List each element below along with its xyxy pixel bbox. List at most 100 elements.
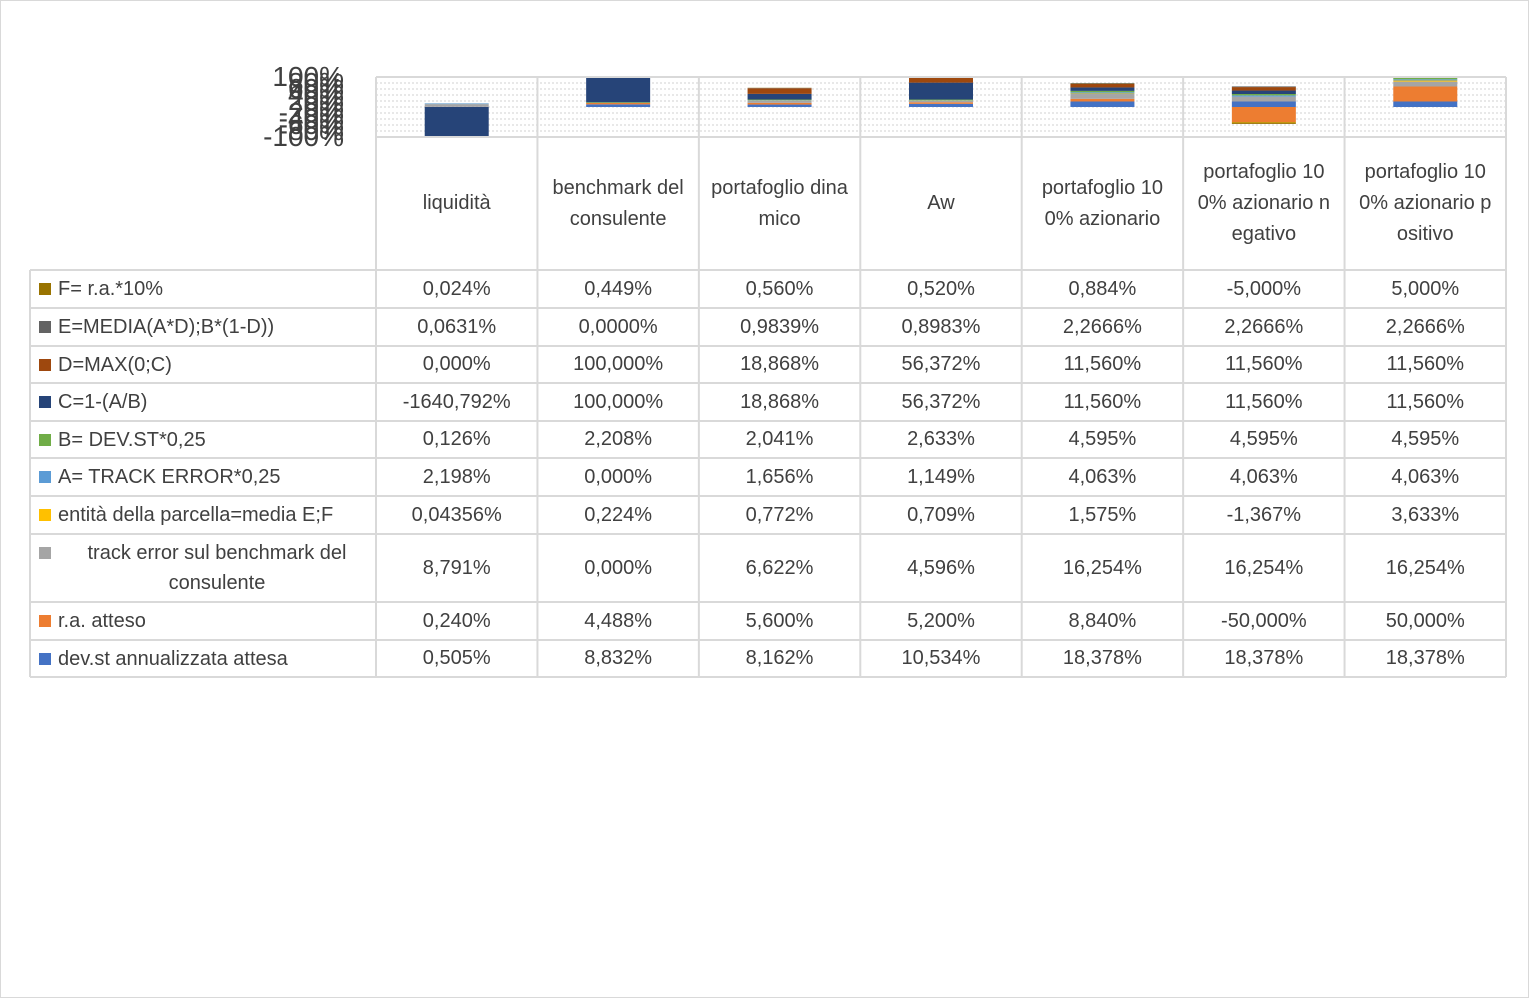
bar-segment [1070,90,1135,93]
data-table-value: 0,000% [584,465,653,488]
category-label: Aw [927,192,955,214]
data-table-value: 11,560% [1225,353,1303,375]
data-table-value: 100,000% [573,353,664,375]
data-table-value: 11,560% [1225,390,1303,413]
data-table-value: 1,656% [745,465,814,488]
legend-entry: dev.st annualizzata attesa [30,640,376,677]
legend-entry: E=MEDIA(A*D);B*(1-D)) [30,308,376,346]
legend-label: B= DEV.ST*0,25 [58,428,206,451]
bar-segment [909,99,973,101]
data-table-value: 10,534% [901,647,981,669]
y-tick-label: -100% [263,121,344,152]
bar-segment [1070,98,1135,102]
legend-label: D=MAX(0;C) [58,353,172,376]
y-tick-label: 40% [287,79,344,110]
data-table-value: 18,868% [740,390,820,413]
category-label: portafoglio dinamico [711,176,848,230]
data-table-value: 0,520% [907,277,975,300]
data-table-value: 4,595% [1068,428,1137,450]
legend-swatch [39,321,51,333]
bar-segment [909,103,973,107]
data-table-value: 1,149% [907,465,975,488]
bar-segment [1231,107,1296,122]
data-table-value: 0,0000% [578,315,658,338]
bar-segment [1070,87,1135,91]
data-table-value: 11,560% [1063,353,1142,375]
bar-segment [1393,101,1458,107]
data-table-value: 11,560% [1386,390,1465,413]
data-table-value: 2,633% [907,428,975,450]
data-table-value: 0,449% [584,277,653,300]
bar-segment [1231,90,1296,95]
legend-entry: track error sul benchmark del consulente [30,534,376,602]
y-tick-label: 60% [287,73,344,104]
legend-label: C=1-(A/B) [58,391,148,413]
data-table-value: 0,9839% [740,315,820,338]
data-table-value: 8,832% [584,647,653,669]
bar-segment [747,99,812,101]
category-label: portafoglio 100% azionario positivo [1359,161,1492,245]
data-table-value: -1640,792% [402,390,511,413]
data-table-value: 4,488% [584,609,653,632]
data-table-value: 5,000% [1391,277,1460,300]
data-table-value: 5,600% [745,609,814,632]
bar-segment [909,102,973,104]
bar-segment [1231,86,1296,88]
bar-segment [1070,93,1135,99]
bar-segment [424,104,489,107]
data-table-value: 18,378% [1385,647,1465,669]
data-table-value: 16,254% [1224,556,1304,579]
legend-label: track error sul benchmark del consulente [87,542,347,594]
data-table-value: 0,505% [422,647,491,669]
bar-segment [909,100,973,103]
bar-segment [586,103,651,105]
data-table-value: 3,633% [1391,503,1460,526]
legend-label: entità della parcella=media E;F [58,504,334,526]
y-tick-label: -60% [278,109,344,140]
legend-entry: A= TRACK ERROR*0,25 [30,458,376,496]
table-lines [29,76,1507,678]
data-table-value: 18,868% [740,353,820,375]
bar-segment [747,88,812,94]
legend-swatch [39,471,51,483]
legend-label: E=MEDIA(A*D);B*(1-D)) [58,316,275,338]
bar-segment [1393,81,1458,87]
bar-segment [747,104,812,107]
bar-segment [1070,92,1135,94]
y-tick-label: 0% [303,91,344,122]
data-table-value: 2,208% [584,428,653,450]
data-table-value: 4,596% [907,556,975,579]
bar-segment [1070,83,1135,84]
bar-segment [1070,83,1135,88]
bar-segment [1231,101,1296,107]
legend-entry: B= DEV.ST*0,25 [30,421,376,458]
data-table-value: 18,378% [1224,647,1304,669]
data-table-value: 0,126% [422,428,491,450]
legend-entry: F= r.a.*10% [30,270,376,308]
data-table-value: -50,000% [1221,609,1307,632]
y-tick-label: -40% [278,103,344,134]
legend-swatch [39,359,51,371]
data-table-value: 2,198% [422,465,491,488]
y-tick-label: -80% [278,115,344,146]
data-table-value: 4,063% [1068,465,1137,488]
bar-segment [586,77,651,103]
data-table-value: 2,2666% [1385,315,1465,338]
data-table-value: 4,595% [1229,428,1298,450]
data-table-value: 0,024% [422,277,491,300]
legend-label: r.a. atteso [58,610,146,632]
data-table-value: 16,254% [1062,556,1142,579]
data-table-value: 50,000% [1385,609,1465,632]
legend-swatch [39,396,51,408]
legend-swatch [39,653,51,665]
legend-label: A= TRACK ERROR*0,25 [58,466,281,488]
category-label: portafoglio 100% azionario negativo [1197,161,1330,245]
data-table-value: 0,884% [1068,277,1137,300]
data-table-value: 0,000% [584,556,653,579]
bar-segment [1393,79,1458,81]
y-tick-label: 20% [287,85,344,116]
data-table-value: 2,2666% [1062,315,1142,338]
bar-segment [586,102,651,103]
data-table-value: 11,560% [1063,390,1142,413]
